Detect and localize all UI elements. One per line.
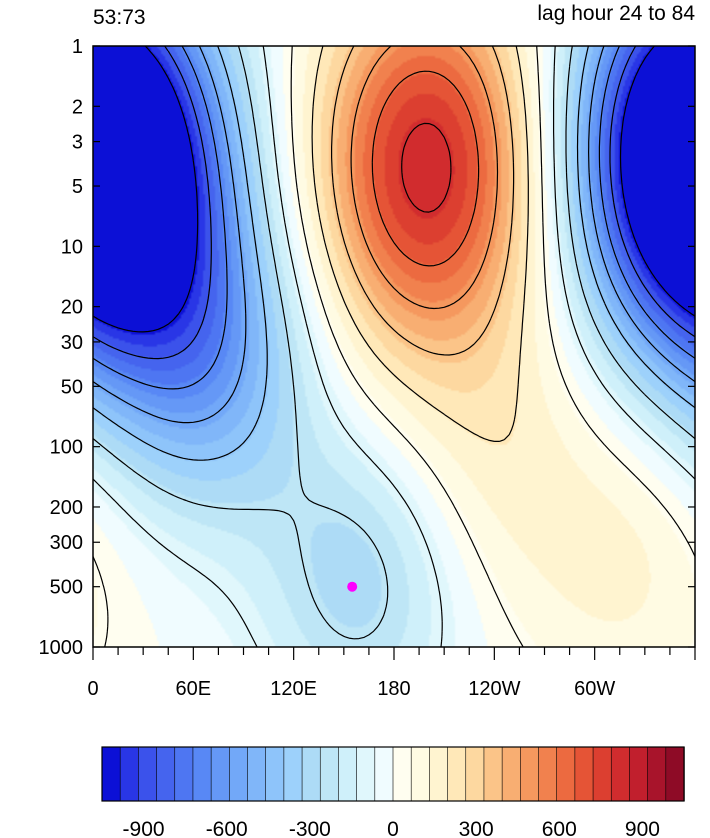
y-tick-label: 20: [61, 297, 83, 319]
negative-contour: [93, 46, 695, 461]
y-tick-label: 100: [50, 437, 83, 459]
colorbar-swatch: [556, 746, 576, 802]
colorbar-tick-label: -300: [289, 818, 331, 838]
x-tick-label: 120W: [468, 678, 520, 700]
shaded-field: [93, 46, 695, 647]
colorbar-swatch: [338, 746, 358, 802]
colorbar-swatch: [174, 746, 194, 802]
colorbar: -900 -600 -300 0 300 600 900: [101, 746, 685, 838]
y-tick-label: 2: [72, 96, 83, 118]
colorbar-swatch: [229, 746, 249, 802]
y-tick-label: 10: [61, 236, 83, 258]
colorbar-tick-label: 0: [387, 818, 399, 838]
y-axis: 1 2 3 5 10 20 30 50 100 200 300 500 1000: [39, 36, 695, 659]
y-tick-label: 50: [61, 376, 83, 398]
colorbar-swatch: [247, 746, 267, 802]
negative-contour: [93, 46, 695, 360]
positive-contour: [93, 46, 695, 647]
x-axis: 0 60E 120E 180 120W 60W: [87, 647, 696, 700]
location-marker: [347, 581, 358, 592]
y-tick-label: 200: [50, 497, 83, 519]
colorbar-tick-label: 300: [459, 818, 494, 838]
colorbar-tick-label: 600: [542, 818, 577, 838]
colorbar-swatch: [374, 746, 394, 802]
colorbar-swatch: [356, 746, 376, 802]
y-tick-label: 500: [50, 577, 83, 599]
y-tick-label: 1000: [39, 637, 84, 659]
colorbar-tick-label: 900: [625, 818, 660, 838]
colorbar-tick-label: -600: [206, 818, 248, 838]
colorbar-swatch: [119, 746, 140, 802]
colorbar-swatch: [192, 746, 212, 802]
colorbar-swatch: [574, 746, 594, 802]
colorbar-swatch: [501, 746, 522, 802]
plot-area: [92, 45, 696, 648]
colorbar-frame: [101, 746, 685, 802]
colorbar-swatch: [610, 746, 631, 802]
colorbar-swatch: [465, 746, 485, 802]
colorbar-swatch: [283, 746, 303, 802]
colorbar-swatch: [647, 746, 667, 802]
colorbar-swatch: [538, 746, 558, 802]
colorbar-swatch: [156, 746, 176, 802]
colorbar-swatch: [392, 746, 412, 802]
negative-contour: [93, 46, 695, 333]
y-tick-label: 5: [72, 176, 83, 198]
colorbar-swatch: [629, 746, 649, 802]
colorbar-swatch: [319, 746, 340, 802]
positive-contour: [371, 70, 480, 267]
colorbar-swatch: [592, 746, 612, 802]
colorbar-swatch: [410, 746, 431, 802]
x-tick-label: 60E: [176, 678, 212, 700]
colorbar-swatch: [101, 746, 121, 802]
colorbar-swatch: [447, 746, 467, 802]
negative-contour: [93, 46, 695, 640]
colorbar-swatch: [265, 746, 285, 802]
colorbar-swatch: [301, 746, 321, 802]
positive-contour: [331, 46, 515, 356]
colorbar-swatch: [665, 746, 685, 802]
negative-contour: [93, 46, 695, 390]
colorbar-tick-label: -900: [123, 818, 165, 838]
colorbar-swatch: [210, 746, 231, 802]
positive-contour: [311, 46, 529, 442]
y-tick-label: 30: [61, 332, 83, 354]
colorbar-swatch: [429, 746, 449, 802]
contour-lines: [93, 46, 695, 647]
colorbar-swatch: [483, 746, 503, 802]
negative-contour: [93, 46, 695, 424]
colorbar-swatch: [138, 746, 158, 802]
title-right: lag hour 24 to 84: [537, 2, 695, 25]
positive-contour: [350, 46, 499, 310]
colorbar-swatch: [520, 746, 540, 802]
x-tick-label: 180: [377, 678, 410, 700]
x-tick-label: 0: [87, 678, 98, 700]
title-left: 53:73: [93, 6, 146, 29]
x-tick-label: 60W: [574, 678, 615, 700]
y-tick-label: 1: [72, 36, 83, 58]
x-tick-label: 120E: [270, 678, 317, 700]
y-tick-label: 300: [50, 532, 83, 554]
y-tick-label: 3: [72, 132, 83, 154]
positive-contour: [401, 122, 452, 213]
